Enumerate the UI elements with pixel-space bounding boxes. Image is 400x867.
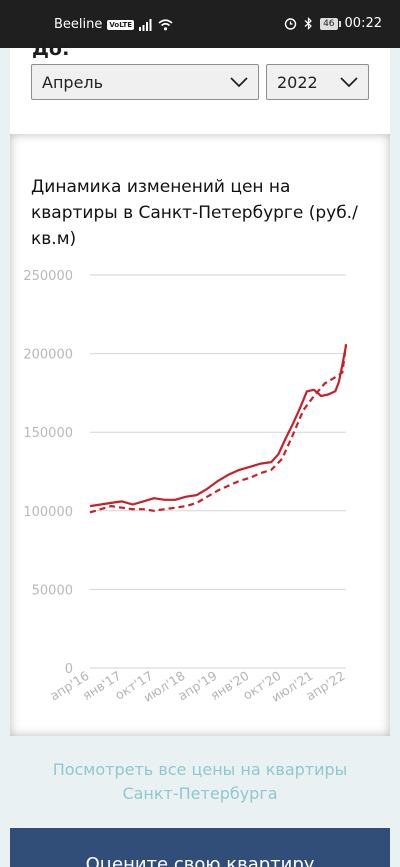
carrier-label: Beeline — [54, 17, 103, 32]
date-filter-card: До: Апрель 2022 — [10, 38, 390, 134]
y-tick-label: 200000 — [23, 348, 73, 363]
wifi-icon — [158, 18, 173, 30]
status-left: Beeline VoLTE — [54, 17, 173, 32]
clock: 00:22 — [344, 16, 382, 31]
series-line-dashed — [89, 344, 348, 514]
y-tick-label: 0 — [65, 662, 73, 677]
all-prices-link-line2: Санкт-Петербурга — [122, 784, 278, 803]
evaluate-button-label: Оцените свою квартиру — [85, 854, 315, 867]
evaluate-button[interactable]: Оцените свою квартиру — [10, 828, 390, 867]
series-line-solid — [89, 345, 348, 508]
alarm-icon — [284, 18, 297, 30]
month-select-value: Апрель — [42, 72, 104, 92]
y-tick-label: 50000 — [32, 583, 73, 598]
chevron-down-icon — [340, 77, 358, 88]
price-chart-card: Динамика изменений цен на квартиры в Сан… — [10, 134, 390, 736]
y-tick-label: 150000 — [23, 426, 73, 441]
month-select[interactable]: Апрель — [31, 64, 259, 100]
all-prices-link-line1: Посмотреть все цены на квартиры — [52, 760, 348, 779]
chevron-down-icon — [230, 77, 248, 88]
volte-badge: VoLTE — [107, 19, 135, 30]
status-right: 46 00:22 — [284, 16, 382, 31]
y-tick-label: 250000 — [23, 269, 73, 284]
year-select[interactable]: 2022 — [266, 64, 369, 100]
year-select-value: 2022 — [277, 72, 318, 92]
battery-icon: 46 — [320, 17, 342, 30]
all-prices-link[interactable]: Посмотреть все цены на квартиры Санкт-Пе… — [0, 758, 400, 806]
filter-to-label: До: — [32, 38, 70, 60]
y-tick-label: 100000 — [23, 505, 73, 520]
chart-title: Динамика изменений цен на квартиры в Сан… — [31, 177, 358, 249]
bluetooth-icon — [304, 17, 312, 30]
signal-icon — [139, 18, 152, 31]
status-bar: Beeline VoLTE 46 00:22 — [0, 0, 400, 48]
